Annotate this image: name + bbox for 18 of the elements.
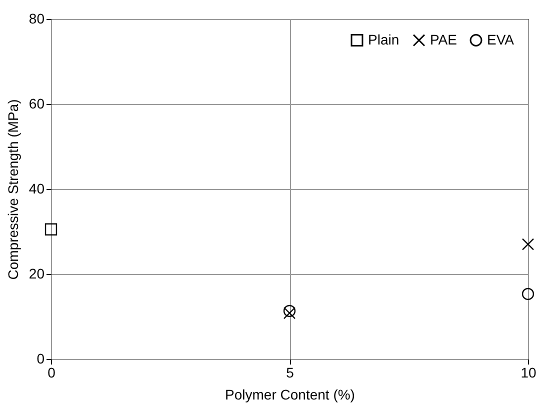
x-axis-title: Polymer Content (%): [225, 386, 355, 402]
point: [283, 304, 296, 318]
point: [522, 238, 534, 250]
x-tick-label: 10: [520, 364, 536, 380]
y-tick-label: 20: [28, 266, 45, 282]
legend-label: PAE: [430, 31, 457, 48]
y-tick-label: 60: [28, 96, 45, 112]
legend-label: EVA: [487, 31, 515, 48]
legend-label: Plain: [368, 31, 400, 48]
point: [522, 288, 534, 300]
y-tick-label: 0: [36, 350, 45, 366]
y-tick-label: 80: [28, 10, 45, 26]
y-axis-title: Compressive Strength (MPa): [4, 99, 21, 280]
y-tick-label: 40: [28, 180, 45, 196]
x-tick-label: 0: [48, 364, 56, 380]
x-tick-label: 5: [286, 364, 294, 380]
point: [44, 223, 58, 236]
point: [283, 307, 296, 320]
